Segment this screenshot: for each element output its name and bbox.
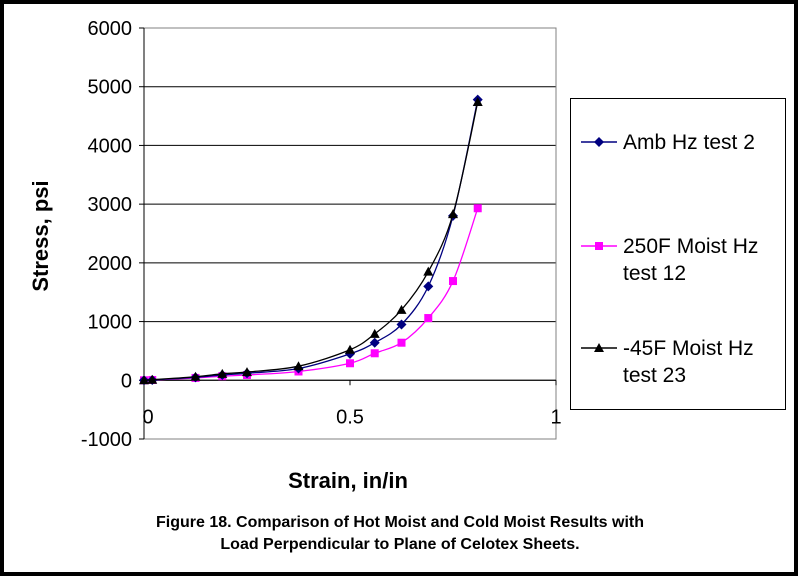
data-point [424,314,433,323]
legend-label-45f: -45F Moist Hz test 23 [623,337,754,387]
data-point [370,349,379,358]
data-point [217,368,228,378]
y-tick-label: -1000 [81,429,132,451]
y-tick-label: 0 [121,370,132,392]
tick-labels: -1000 0 1000 2000 3000 4000 5000 6000 0 0.5 1 [81,18,562,451]
x-tick-label: 0 [142,406,153,428]
x-tick-label: 1 [550,406,561,428]
legend-item-45f: -45F Moist Hz test 23 [581,335,783,389]
x-tick-label: 0.5 [336,406,364,428]
data-point [423,266,434,276]
data-point [190,371,201,381]
data-point [396,319,407,330]
caption-line-2: Load Perpendicular to Plane of Celotex S… [220,536,580,553]
data-point [242,367,252,377]
series-triangle [139,96,483,385]
legend-item-250f: 250F Moist Hz test 12 [581,233,783,287]
y-tick-label: 2000 [88,253,133,275]
data-point [473,204,482,213]
data-point [423,281,434,292]
diamond-marker-icon [581,137,617,147]
series-diamond [139,94,483,386]
data-point [396,304,407,314]
series-layer [139,94,483,386]
x-axis-title: Strain, in/in [288,468,408,493]
square-marker-icon [581,242,617,250]
legend-item-amb: Amb Hz test 2 [581,129,783,156]
y-tick-label: 4000 [88,135,133,157]
chart-frame: -1000 0 1000 2000 3000 4000 5000 6000 0 0.5 1 Stra… [4,4,794,572]
data-point [449,277,457,286]
data-point [346,359,354,368]
legend: Amb Hz test 2 250F Moist Hz test 12 -45F… [570,98,786,410]
y-tick-label: 3000 [88,194,133,216]
series-square [140,204,482,385]
data-point [397,338,406,347]
data-point [345,344,355,354]
figure-caption: Figure 18. Comparison of Hot Moist and C… [4,512,794,556]
data-point [472,96,483,106]
y-axis-title: Stress, psi [28,180,53,291]
y-tick-label: 6000 [88,18,133,40]
y-tick-label: 5000 [88,77,133,99]
caption-line-1: Figure 18. Comparison of Hot Moist and C… [155,514,644,531]
data-point [369,328,380,338]
y-tick-label: 1000 [88,312,133,334]
series-line [143,101,479,381]
data-point [139,375,149,385]
data-point [147,374,158,384]
triangle-marker-icon [581,343,617,352]
series-line [143,99,479,381]
data-point [293,361,304,371]
legend-label-amb: Amb Hz test 2 [623,131,755,154]
chart: -1000 0 1000 2000 3000 4000 5000 6000 0 0.5 1 Stra… [28,18,562,493]
legend-label-250f: 250F Moist Hz test 12 [623,235,759,285]
series-line [143,208,479,381]
data-point [448,209,458,219]
data-point [369,337,380,348]
